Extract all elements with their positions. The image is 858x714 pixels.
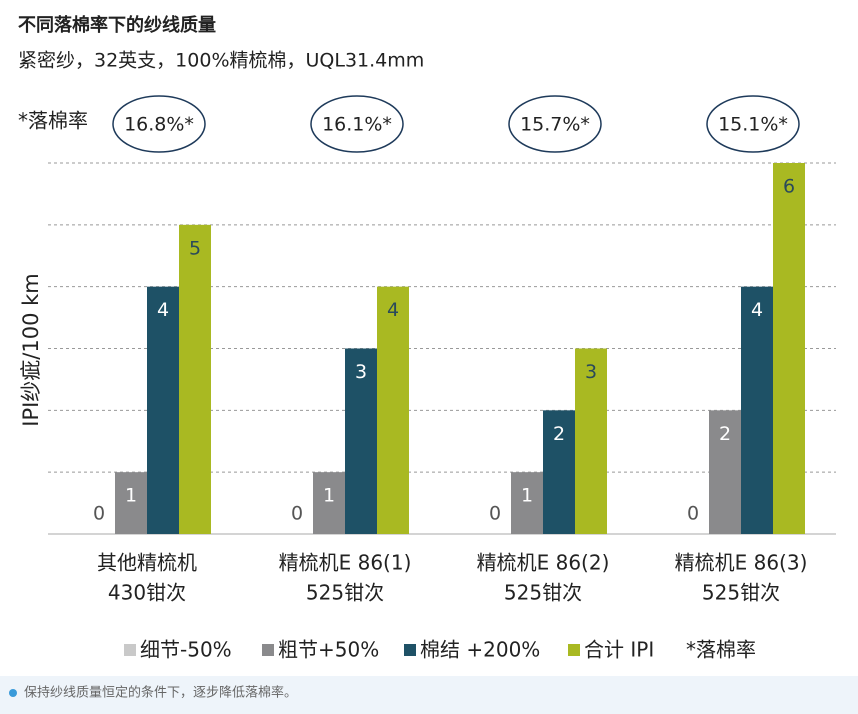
waste-rate: 16.1%* bbox=[322, 114, 392, 136]
value-label: 3 bbox=[355, 361, 367, 383]
legend-label: 粗节+50% bbox=[278, 638, 379, 662]
value-label: 2 bbox=[719, 423, 731, 445]
value-label: 4 bbox=[751, 299, 763, 321]
waste-ellipse bbox=[706, 95, 800, 153]
value-label: 0 bbox=[93, 503, 105, 525]
x-tick-label: 精梳机E 86(3) bbox=[675, 551, 808, 575]
waste-ellipse bbox=[310, 95, 404, 153]
legend-label: 合计 IPI bbox=[584, 638, 654, 662]
waste-ellipse bbox=[508, 95, 602, 153]
legend-swatch bbox=[568, 644, 580, 656]
bar bbox=[543, 410, 575, 534]
value-label: 1 bbox=[125, 485, 137, 507]
caption: 保持纱线质量恒定的条件下，逐步降低落棉率。 bbox=[24, 685, 297, 701]
value-label: 4 bbox=[387, 299, 399, 321]
bar bbox=[147, 286, 179, 534]
legend-swatch bbox=[404, 644, 416, 656]
x-tick-label: 其他精梳机 bbox=[97, 551, 197, 575]
chart-title: 不同落棉率下的纱线质量 bbox=[18, 14, 216, 36]
waste-rate: 16.8%* bbox=[124, 114, 194, 136]
value-label: 5 bbox=[189, 237, 201, 259]
y-axis-label: IPI纱疵/100 km bbox=[19, 273, 43, 427]
value-label: 2 bbox=[553, 423, 565, 445]
x-tick-label: 525钳次 bbox=[306, 581, 384, 605]
bar bbox=[115, 472, 147, 534]
legend-label: 棉结 +200% bbox=[420, 638, 540, 662]
caption-bg bbox=[0, 676, 858, 714]
legend-swatch bbox=[262, 644, 274, 656]
bar bbox=[345, 348, 377, 534]
value-label: 3 bbox=[585, 361, 597, 383]
waste-rate: 15.7%* bbox=[520, 114, 590, 136]
value-label: 1 bbox=[323, 485, 335, 507]
waste-rate: 15.1%* bbox=[718, 114, 788, 136]
bar bbox=[377, 286, 409, 534]
value-label: 0 bbox=[489, 503, 501, 525]
x-tick-label: 精梳机E 86(1) bbox=[279, 551, 412, 575]
bar bbox=[741, 286, 773, 534]
bar bbox=[773, 163, 805, 534]
bar bbox=[709, 410, 741, 534]
legend-label: *落棉率 bbox=[686, 638, 756, 662]
bar bbox=[511, 472, 543, 534]
value-label: 0 bbox=[291, 503, 303, 525]
legend-label: 细节-50% bbox=[140, 638, 232, 662]
waste-ellipse bbox=[112, 95, 206, 153]
x-tick-label: 430钳次 bbox=[108, 581, 186, 605]
chart-subtitle: 紧密纱，32英支，100%精梳棉，UQL31.4mm bbox=[18, 50, 424, 72]
x-tick-label: 525钳次 bbox=[504, 581, 582, 605]
bar bbox=[575, 348, 607, 534]
legend-swatch bbox=[124, 644, 136, 656]
value-label: 4 bbox=[157, 299, 169, 321]
waste-label: *落棉率 bbox=[18, 109, 88, 133]
caption-dot bbox=[9, 689, 17, 697]
x-tick-label: 525钳次 bbox=[702, 581, 780, 605]
x-tick-label: 精梳机E 86(2) bbox=[477, 551, 610, 575]
value-label: 1 bbox=[521, 485, 533, 507]
bar bbox=[313, 472, 345, 534]
value-label: 0 bbox=[687, 503, 699, 525]
bar bbox=[179, 224, 211, 535]
value-label: 6 bbox=[783, 176, 795, 198]
